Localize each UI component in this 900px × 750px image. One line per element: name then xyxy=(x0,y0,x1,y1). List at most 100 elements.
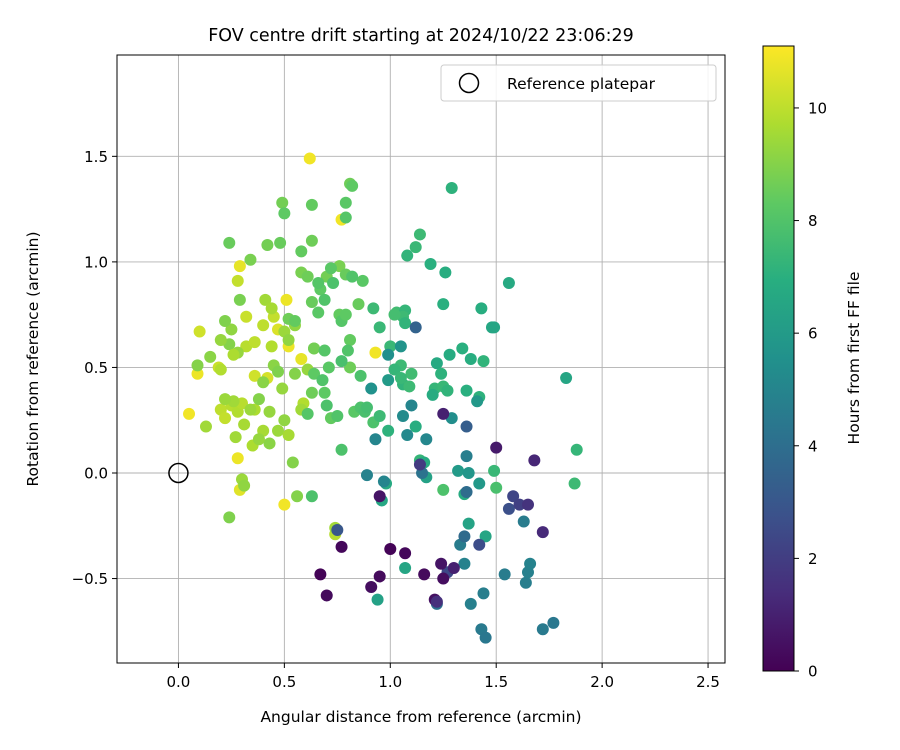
data-point xyxy=(312,306,325,319)
y-tick-label: 1.0 xyxy=(84,253,108,271)
chart-title: FOV centre drift starting at 2024/10/22 … xyxy=(208,26,634,46)
x-tick-label: 1.5 xyxy=(484,673,508,691)
data-point xyxy=(318,344,331,357)
data-point xyxy=(233,293,246,306)
data-point xyxy=(341,344,354,357)
data-point xyxy=(248,336,261,349)
data-point xyxy=(570,443,583,456)
data-point xyxy=(473,538,486,551)
data-point xyxy=(244,403,257,416)
data-point xyxy=(517,515,530,528)
data-point xyxy=(435,367,448,380)
data-point xyxy=(331,524,344,536)
data-point xyxy=(424,258,437,270)
data-point xyxy=(346,179,359,192)
data-point xyxy=(394,340,407,353)
data-point xyxy=(305,490,318,503)
data-point xyxy=(418,568,431,581)
colorbar-tick-label: 4 xyxy=(808,437,818,455)
plot-area: 0.0 0.5 1.0 1.5 2.0 2.5 −0.5 0.0 0.5 1.0 1.5 xyxy=(72,54,726,691)
data-point xyxy=(439,266,452,279)
data-point xyxy=(238,418,251,431)
data-point xyxy=(479,530,492,543)
data-point xyxy=(502,502,515,515)
data-point xyxy=(437,407,450,420)
data-point xyxy=(327,277,340,289)
data-point xyxy=(547,616,560,629)
data-point xyxy=(191,367,204,380)
data-point xyxy=(272,424,285,437)
data-point xyxy=(371,593,384,606)
data-point xyxy=(282,429,295,441)
colorbar: 0 2 4 6 8 10 Hours from first FF file xyxy=(762,45,863,681)
data-point xyxy=(233,260,246,273)
data-point xyxy=(399,562,412,574)
colorbar-gradient xyxy=(762,45,795,672)
data-point xyxy=(191,359,204,372)
data-point xyxy=(460,486,473,498)
y-tick-label: 0.5 xyxy=(84,359,108,377)
data-point xyxy=(369,346,382,359)
data-point xyxy=(388,363,401,376)
colorbar-tick-label: 8 xyxy=(808,212,818,230)
data-point xyxy=(303,152,316,165)
plot-frame xyxy=(116,54,726,664)
data-point xyxy=(369,433,382,446)
x-tick-label: 0.0 xyxy=(167,673,191,691)
data-point xyxy=(462,517,475,530)
data-point xyxy=(248,369,261,382)
data-point xyxy=(335,355,348,368)
data-point xyxy=(214,334,227,346)
x-tick-label: 1.0 xyxy=(378,673,402,691)
data-point xyxy=(360,401,373,414)
legend-reference-label: Reference platepar xyxy=(507,75,656,93)
data-point xyxy=(413,228,426,241)
data-point xyxy=(288,367,301,380)
data-point xyxy=(367,302,380,315)
data-point xyxy=(354,369,367,382)
colorbar-tick-label: 0 xyxy=(808,663,818,681)
y-axis-ticks: −0.5 0.0 0.5 1.0 1.5 xyxy=(72,148,117,588)
data-point xyxy=(460,420,473,433)
data-point xyxy=(263,405,276,418)
data-point xyxy=(528,454,541,467)
data-point xyxy=(252,433,265,446)
data-point xyxy=(382,348,395,361)
data-point xyxy=(339,308,352,321)
y-axis-label: Rotation from reference (arcmin) xyxy=(24,231,42,486)
data-point xyxy=(276,196,289,209)
data-point xyxy=(443,348,456,361)
data-point xyxy=(420,433,433,446)
data-point xyxy=(305,386,318,399)
data-point xyxy=(240,310,253,323)
data-point xyxy=(244,253,257,266)
data-point xyxy=(464,353,477,365)
data-point xyxy=(274,236,287,249)
data-point xyxy=(458,557,471,570)
data-point xyxy=(272,365,285,378)
data-point xyxy=(568,477,581,490)
data-point xyxy=(409,420,422,433)
data-point xyxy=(257,376,270,389)
data-point xyxy=(320,399,333,412)
data-point xyxy=(280,293,293,306)
data-point xyxy=(308,367,321,380)
data-point xyxy=(445,182,458,194)
data-point xyxy=(437,572,450,585)
colorbar-ticks: 0 2 4 6 8 10 xyxy=(794,99,827,681)
data-point xyxy=(219,412,232,425)
data-point xyxy=(312,277,325,289)
data-point xyxy=(384,543,397,555)
data-point xyxy=(560,372,573,384)
data-point xyxy=(276,382,289,395)
data-point xyxy=(401,429,414,441)
data-point xyxy=(335,540,348,553)
data-point xyxy=(377,475,390,488)
data-point xyxy=(265,302,278,315)
data-point xyxy=(382,424,395,437)
data-point xyxy=(301,407,314,420)
data-point xyxy=(490,441,503,454)
data-point xyxy=(403,380,416,393)
data-point xyxy=(502,277,515,289)
data-point xyxy=(441,384,454,397)
